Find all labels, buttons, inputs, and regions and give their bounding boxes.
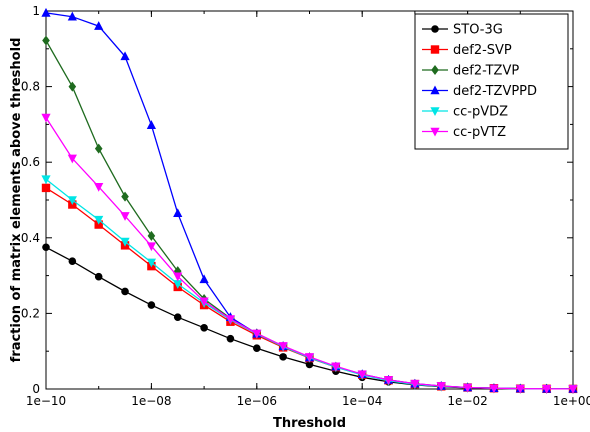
data-point-cc-pvtz bbox=[568, 385, 578, 394]
y-tick-label: 0.6 bbox=[21, 155, 40, 169]
legend-swatch-marker bbox=[431, 65, 439, 75]
x-tick-label: 1e−02 bbox=[447, 394, 487, 408]
data-point-def2-tzvppd bbox=[199, 274, 209, 284]
legend-label: cc-pVDZ bbox=[453, 105, 508, 120]
y-tick-label: 0 bbox=[32, 382, 40, 396]
x-tick-label: 1e−04 bbox=[342, 394, 382, 408]
data-point-cc-pvtz bbox=[67, 154, 77, 164]
y-tick-label: 1 bbox=[32, 4, 40, 18]
legend-swatch-marker bbox=[431, 25, 439, 33]
data-point-cc-pvtz bbox=[199, 297, 209, 307]
data-point-cc-pvdz bbox=[173, 280, 183, 289]
data-point-cc-pvtz bbox=[304, 353, 315, 362]
data-point-def2-tzvp bbox=[68, 81, 77, 92]
data-point-cc-pvtz bbox=[463, 383, 473, 393]
data-point-sto-3g bbox=[305, 360, 314, 369]
legend-item-cc-pvtz: cc-pVTZ bbox=[422, 125, 506, 140]
data-point-cc-pvdz bbox=[120, 237, 130, 247]
data-point-cc-pvtz bbox=[41, 113, 51, 123]
series-cc-pvtz bbox=[41, 113, 578, 394]
x-tick-label: 1e−10 bbox=[26, 394, 66, 408]
legend-label: def2-SVP bbox=[453, 43, 512, 58]
data-point-cc-pvtz bbox=[383, 376, 394, 385]
data-point-cc-pvdz bbox=[94, 215, 104, 225]
legend-label: cc-pVTZ bbox=[453, 125, 506, 140]
y-tick-label: 0.2 bbox=[21, 306, 40, 320]
data-point-cc-pvtz bbox=[120, 212, 130, 221]
data-point-def2-tzvppd bbox=[94, 21, 104, 30]
legend-label: def2-TZVPPD bbox=[453, 84, 537, 99]
data-point-cc-pvtz bbox=[252, 329, 262, 339]
data-point-def2-tzvp bbox=[94, 143, 103, 154]
data-point-cc-pvtz bbox=[542, 385, 552, 394]
legend-item-cc-pvdz: cc-pVDZ bbox=[422, 105, 508, 120]
legend-item-def2-tzvp: def2-TZVP bbox=[422, 64, 519, 79]
legend-item-def2-svp: def2-SVP bbox=[422, 43, 512, 58]
data-point-sto-3g bbox=[68, 257, 77, 266]
legend-item-def2-tzvppd: def2-TZVPPD bbox=[422, 84, 537, 99]
legend-label: def2-TZVP bbox=[453, 64, 519, 79]
data-point-sto-3g bbox=[252, 344, 261, 352]
data-point-cc-pvtz bbox=[225, 315, 236, 325]
series-layer bbox=[41, 7, 578, 394]
x-tick-label: 1e+00 bbox=[553, 394, 590, 408]
data-point-cc-pvtz bbox=[357, 370, 367, 380]
data-point-sto-3g bbox=[173, 313, 182, 321]
data-point-cc-pvtz bbox=[146, 242, 156, 252]
legend-swatch-marker bbox=[430, 45, 440, 54]
data-point-sto-3g bbox=[94, 272, 103, 281]
data-point-cc-pvdz bbox=[146, 258, 156, 268]
series-line-cc-pvtz bbox=[45, 117, 574, 390]
x-axis-title: Threshold bbox=[273, 416, 346, 431]
data-point-def2-tzvppd bbox=[120, 51, 130, 61]
legend-swatch-marker bbox=[430, 127, 440, 137]
data-point-sto-3g bbox=[200, 323, 208, 332]
y-axis-title: fraction of matrix elements above thresh… bbox=[9, 38, 24, 363]
data-point-def2-tzvppd bbox=[146, 120, 156, 129]
data-point-cc-pvtz bbox=[489, 384, 499, 394]
x-tick-label: 1e−08 bbox=[131, 394, 171, 408]
data-point-sto-3g bbox=[279, 353, 287, 361]
data-point-def2-tzvppd bbox=[173, 208, 183, 218]
data-point-cc-pvtz bbox=[278, 342, 288, 351]
data-point-def2-tzvp bbox=[42, 35, 50, 46]
data-point-cc-pvtz bbox=[94, 182, 104, 192]
data-point-sto-3g bbox=[226, 334, 235, 343]
legend-label: STO-3G bbox=[453, 23, 503, 38]
y-tick-label: 0.8 bbox=[21, 80, 40, 94]
data-point-sto-3g bbox=[147, 301, 156, 309]
y-tick-label: 0.4 bbox=[21, 231, 40, 245]
data-point-cc-pvdz bbox=[41, 175, 51, 185]
legend-swatch-marker bbox=[430, 85, 440, 95]
legend-box bbox=[414, 13, 569, 150]
axis-ticks: 1e−10 1e−08 1e−06 1e−04 1e−02 1e+00 0 0.2 0.4 0.6… bbox=[21, 4, 590, 408]
data-point-cc-pvtz bbox=[331, 362, 341, 372]
legend-item-sto-3g: STO-3G bbox=[422, 23, 503, 38]
data-point-def2-tzvppd bbox=[41, 7, 51, 17]
data-point-def2-tzvppd bbox=[67, 11, 77, 21]
data-point-sto-3g bbox=[121, 287, 129, 296]
data-point-sto-3g bbox=[42, 243, 50, 252]
data-point-cc-pvtz bbox=[173, 272, 183, 282]
data-point-def2-tzvp bbox=[173, 266, 182, 277]
data-point-cc-pvtz bbox=[436, 382, 446, 391]
data-point-def2-tzvp bbox=[121, 191, 129, 202]
data-point-cc-pvtz bbox=[515, 384, 525, 394]
series-sto-3g bbox=[42, 243, 577, 393]
data-point-def2-svp bbox=[41, 183, 51, 193]
data-point-cc-pvdz bbox=[67, 196, 77, 205]
x-tick-label: 1e−06 bbox=[237, 394, 277, 408]
legend-swatch-marker bbox=[430, 107, 440, 116]
data-point-cc-pvtz bbox=[410, 379, 420, 389]
data-point-def2-tzvp bbox=[147, 230, 156, 241]
legend: STO-3G def2-SVP def2-TZVP def2-TZVPPD cc-pVD… bbox=[414, 13, 569, 150]
